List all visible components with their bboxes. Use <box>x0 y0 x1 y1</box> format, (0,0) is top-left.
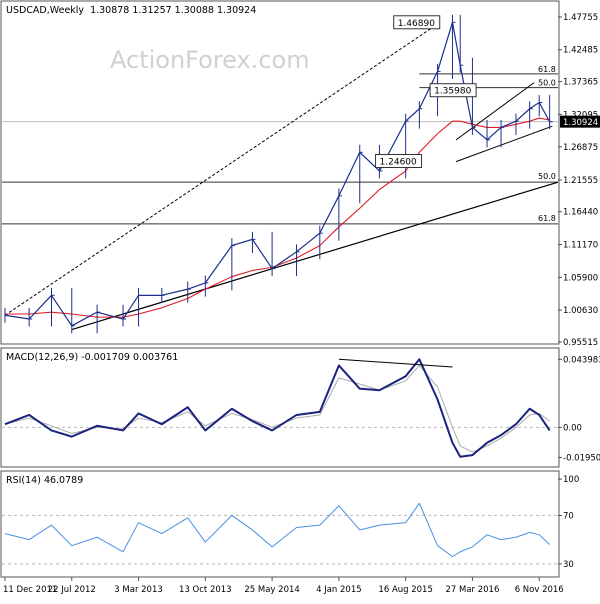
macd-divergence-line <box>338 358 453 368</box>
fib-level-label: 50.0 <box>538 79 556 88</box>
x-axis-tick-label: 4 Jan 2015 <box>316 585 362 595</box>
annotation-label: 1.46890 <box>398 19 435 29</box>
macd-y-tick-label: 0.00 <box>563 423 582 433</box>
rsi-panel-frame <box>0 470 560 578</box>
price-y-tick-label: 1.16440 <box>563 208 598 218</box>
annotation-label: 1.24600 <box>380 157 417 167</box>
fib-level-label: 50.0 <box>538 172 556 181</box>
x-axis-tick-label: 13 Oct 2013 <box>179 585 232 595</box>
rsi-line <box>4 502 550 558</box>
channel-line-lower <box>455 125 553 163</box>
rsi-y-tick-label: 30 <box>563 560 574 570</box>
macd-panel-title: MACD(12,26,9) -0.001709 0.003761 <box>6 352 178 363</box>
annotation-label: 1.35980 <box>434 87 471 97</box>
channel-line-upper <box>455 82 535 141</box>
chart-marks: 1.47755 1.42485 1.37365 1.32095 1.26875 1.215… <box>2 13 600 595</box>
x-axis-tick-label: 25 May 2014 <box>244 585 299 595</box>
macd-panel-frame <box>0 347 560 468</box>
price-panel-title: USDCAD,Weekly 1.30878 1.31257 1.30088 1.3… <box>6 5 256 16</box>
macd-signal-line <box>4 364 550 453</box>
price-y-tick-label: 0.95515 <box>563 338 598 348</box>
price-y-tick-label: 1.21555 <box>563 176 598 186</box>
fib-level-label: 61.8 <box>538 214 556 223</box>
ohlc-readout: 1.30878 1.31257 1.30088 1.30924 <box>90 5 256 16</box>
trendline-support <box>71 181 559 331</box>
annotation-box <box>393 15 441 30</box>
rsi-panel-title: RSI(14) 46.0789 <box>6 475 83 486</box>
symbol-title: USDCAD,Weekly <box>6 5 84 16</box>
last-price-label: 1.30924 <box>563 118 598 128</box>
last-price-badge <box>560 115 600 128</box>
x-axis-tick-label: 3 Mar 2013 <box>114 585 162 595</box>
price-y-tick-label: 1.42485 <box>563 46 598 56</box>
price-y-tick-label: 1.37365 <box>563 78 598 88</box>
moving-average-line <box>4 117 550 318</box>
annotation-box <box>429 83 477 98</box>
macd-line <box>4 358 551 458</box>
x-axis-tick-label: 16 Aug 2015 <box>378 585 432 595</box>
x-axis-tick-label: 6 Nov 2016 <box>515 585 564 595</box>
price-y-tick-label: 1.32095 <box>563 110 598 120</box>
fib-level-label: 61.8 <box>538 65 556 74</box>
price-panel-frame <box>0 0 560 345</box>
price-y-tick-label: 1.05900 <box>563 273 598 283</box>
price-y-tick-label: 1.47755 <box>563 13 598 23</box>
macd-y-tick-label: 0.043983 <box>563 355 600 365</box>
price-y-tick-label: 1.26875 <box>563 143 598 153</box>
watermark: ActionForex.com <box>110 46 310 74</box>
x-axis-tick-label: 22 Jul 2012 <box>48 585 96 595</box>
price-y-tick-label: 1.00630 <box>563 306 598 316</box>
price-y-tick-label: 1.11170 <box>563 241 598 251</box>
rsi-y-tick-label: 100 <box>563 475 579 485</box>
x-axis-tick-label: 27 Mar 2016 <box>445 585 499 595</box>
annotation-box <box>375 153 423 168</box>
rsi-y-tick-label: 70 <box>563 511 574 521</box>
price-line <box>4 21 551 327</box>
x-axis-tick-label: 11 Dec 2011 <box>3 585 57 595</box>
trendline-dotted <box>4 21 441 316</box>
